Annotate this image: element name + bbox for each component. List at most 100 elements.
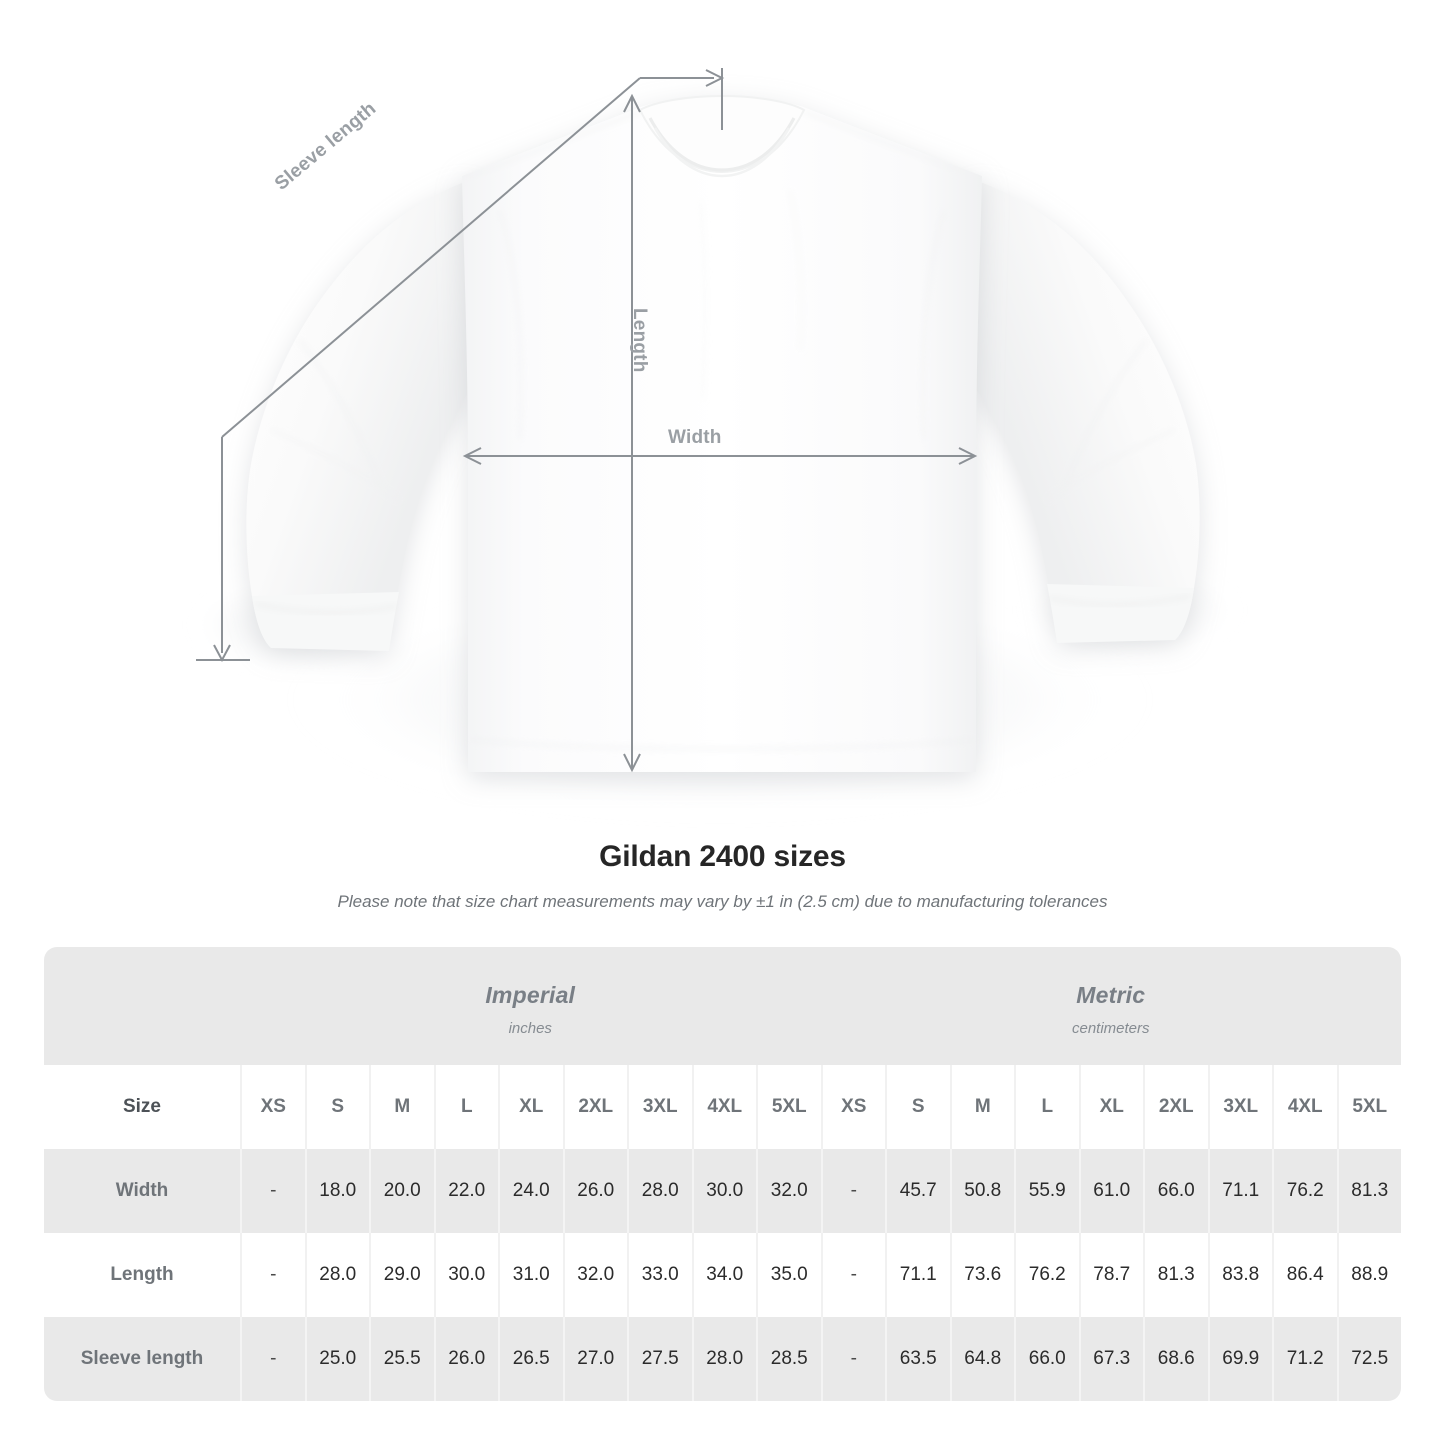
table-row: Sleeve length - 25.0 25.5 26.0 26.5 27.0… xyxy=(44,1317,1401,1401)
sleeve-length-guide xyxy=(196,68,725,663)
length-label: Length xyxy=(629,308,650,373)
size-col-header: L xyxy=(1014,1065,1079,1149)
table-cell: 71.1 xyxy=(885,1233,950,1317)
right-cuff-seam xyxy=(1049,594,1191,606)
table-cell: 71.1 xyxy=(1207,1149,1273,1233)
table-cell: 25.5 xyxy=(369,1317,434,1401)
table-cell: 76.2 xyxy=(1272,1149,1337,1233)
table-cell: 68.6 xyxy=(1143,1317,1208,1401)
table-cell: - xyxy=(240,1233,305,1317)
table-cell: 50.8 xyxy=(949,1149,1015,1233)
size-col-header: 2XL xyxy=(1143,1065,1208,1149)
table-cell: 29.0 xyxy=(369,1233,434,1317)
table-cell: 27.0 xyxy=(562,1317,628,1401)
table-cell: 22.0 xyxy=(433,1149,499,1233)
table-cell: 64.8 xyxy=(949,1317,1015,1401)
table-cell: 32.0 xyxy=(756,1149,821,1233)
length-guide xyxy=(623,93,641,773)
table-cell: - xyxy=(820,1149,886,1233)
table-cell: 88.9 xyxy=(1336,1233,1402,1317)
size-col-header: S xyxy=(304,1065,370,1149)
size-col-header: L xyxy=(433,1065,499,1149)
row-label-length: Length xyxy=(110,1264,174,1285)
size-col-header: M xyxy=(949,1065,1015,1149)
table-cell: 81.3 xyxy=(1143,1233,1208,1317)
row-label-width: Width xyxy=(115,1180,169,1201)
table-cell: 34.0 xyxy=(691,1233,757,1317)
size-table: Imperial inches Metric centimeters Size … xyxy=(44,947,1401,1401)
size-col-header: 5XL xyxy=(756,1065,821,1149)
table-cell: 28.0 xyxy=(304,1233,370,1317)
size-col-header: XL xyxy=(498,1065,563,1149)
table-cell: 45.7 xyxy=(885,1149,950,1233)
table-cell: 83.8 xyxy=(1207,1233,1273,1317)
collar xyxy=(638,94,806,174)
table-cell: 81.3 xyxy=(1336,1149,1402,1233)
unit-group-imperial-unit: inches xyxy=(508,1019,552,1037)
table-cell: 28.0 xyxy=(627,1149,692,1233)
table-cell: 86.4 xyxy=(1272,1233,1337,1317)
table-cell: 66.0 xyxy=(1014,1317,1079,1401)
table-cell: - xyxy=(820,1233,886,1317)
table-cell: 35.0 xyxy=(756,1233,821,1317)
table-cell: 26.0 xyxy=(433,1317,499,1401)
table-cell: - xyxy=(820,1317,886,1401)
table-cell: 67.3 xyxy=(1078,1317,1144,1401)
table-header-row: Size XS S M L XL 2XL 3XL 4XL 5XL XS S M … xyxy=(44,1065,1401,1149)
table-cell: 63.5 xyxy=(885,1317,950,1401)
shirt-body xyxy=(462,96,982,772)
page-title: Gildan 2400 sizes xyxy=(599,840,846,873)
size-col-header: S xyxy=(885,1065,950,1149)
left-cuff xyxy=(252,592,399,651)
table-cell: 31.0 xyxy=(498,1233,563,1317)
table-cell: 78.7 xyxy=(1078,1233,1144,1317)
table-cell: 55.9 xyxy=(1014,1149,1079,1233)
fabric-folds xyxy=(271,189,1175,751)
table-cell: 18.0 xyxy=(304,1149,370,1233)
tolerance-note: Please note that size chart measurements… xyxy=(337,892,1108,911)
table-cell: 66.0 xyxy=(1143,1149,1208,1233)
table-cell: 69.9 xyxy=(1207,1317,1273,1401)
table-cell: 20.0 xyxy=(369,1149,434,1233)
table-row: Length - 28.0 29.0 30.0 31.0 32.0 33.0 3… xyxy=(44,1233,1401,1317)
table-cell: - xyxy=(240,1317,305,1401)
table-cell: 30.0 xyxy=(433,1233,499,1317)
size-col-header: 5XL xyxy=(1336,1065,1402,1149)
collar-rib xyxy=(653,127,791,178)
width-label: Width xyxy=(668,427,722,448)
table-cell: 30.0 xyxy=(691,1149,757,1233)
title-block: Gildan 2400 sizes Please note that size … xyxy=(0,840,1445,912)
table-cell: 24.0 xyxy=(498,1149,563,1233)
size-col-header: XL xyxy=(1078,1065,1144,1149)
table-cell: 76.2 xyxy=(1014,1233,1079,1317)
size-col-header: 4XL xyxy=(691,1065,757,1149)
right-shoulder-seam xyxy=(803,110,979,180)
table-cell: 33.0 xyxy=(627,1233,692,1317)
table-cell: 72.5 xyxy=(1336,1317,1402,1401)
table-cell: 73.6 xyxy=(949,1233,1015,1317)
table-cell: 27.5 xyxy=(627,1317,692,1401)
table-cell: 28.5 xyxy=(756,1317,821,1401)
table-cell: 71.2 xyxy=(1272,1317,1337,1401)
collar-inner-seam xyxy=(648,117,796,172)
measurement-guides xyxy=(196,68,978,773)
right-cuff xyxy=(1047,584,1194,643)
unit-header-spacer xyxy=(44,947,240,1065)
table-cell: - xyxy=(240,1149,305,1233)
size-col-header: XS xyxy=(240,1065,305,1149)
left-cuff-seam xyxy=(255,602,397,614)
size-col-header: M xyxy=(369,1065,434,1149)
left-shoulder-seam xyxy=(465,110,641,180)
left-sleeve xyxy=(246,180,470,650)
unit-header-row: Imperial inches Metric centimeters xyxy=(44,947,1401,1065)
size-col-header: 3XL xyxy=(1207,1065,1273,1149)
unit-group-metric-unit: centimeters xyxy=(1071,1019,1150,1037)
unit-group-imperial: Imperial inches xyxy=(240,947,821,1065)
size-col-header: XS xyxy=(820,1065,886,1149)
row-label-sleeve-length: Sleeve length xyxy=(80,1348,204,1369)
table-cell: 61.0 xyxy=(1078,1149,1144,1233)
garment-illustration-svg xyxy=(190,68,1240,820)
table-cell: 25.0 xyxy=(304,1317,370,1401)
right-sleeve xyxy=(975,180,1200,642)
